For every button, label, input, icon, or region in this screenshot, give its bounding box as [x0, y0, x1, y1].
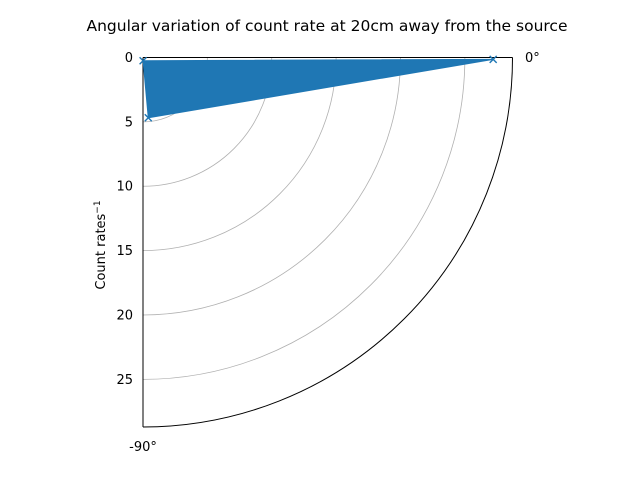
data-point-1 [144, 113, 153, 122]
r-tick-labels: 0 5 10 15 20 25 [116, 51, 133, 388]
r-tick-label-25: 25 [116, 373, 133, 388]
grid-circle-20 [142, 57, 401, 316]
data-point-0 [139, 56, 148, 65]
data-series [139, 55, 498, 122]
series-area-0 [142, 58, 494, 119]
grid-circle-25 [142, 57, 466, 380]
theta-tick-0: 0° [525, 51, 540, 66]
r-tick-label-0: 0 [125, 51, 133, 66]
r-axis-label: Count rates−1 [93, 200, 109, 289]
r-tick-label-10: 10 [116, 180, 133, 195]
r-tick-label-15: 15 [116, 244, 133, 259]
theta-tick-minus90: -90° [129, 440, 157, 455]
radial-grid [142, 57, 513, 428]
grid-circle-15 [142, 57, 337, 252]
outer-spine [142, 57, 513, 428]
r-tick-label-5: 5 [125, 115, 133, 130]
r-axis-label-superscript: −1 [93, 200, 103, 213]
chart-title: Angular variation of count rate at 20cm … [87, 17, 568, 35]
data-point-2 [489, 55, 498, 64]
r-tick-label-20: 20 [116, 308, 133, 323]
r-axis-label-text: Count rates [94, 213, 109, 289]
